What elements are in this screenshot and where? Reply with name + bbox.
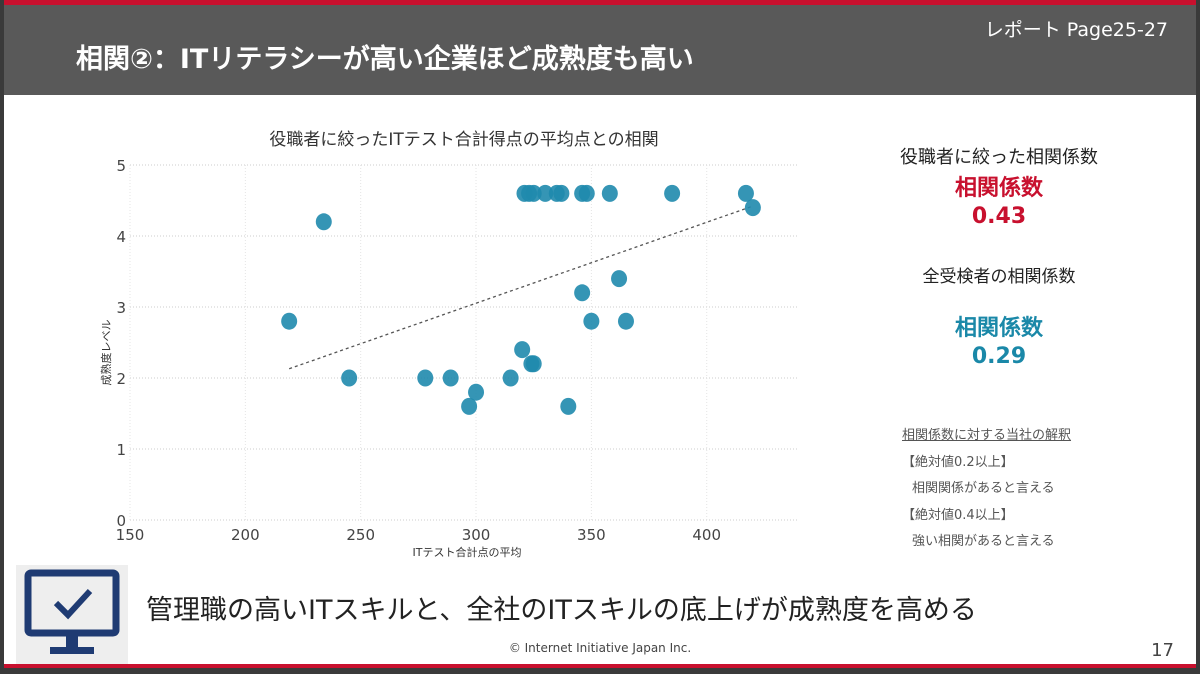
data-point [525,184,542,202]
header-bar: 相関②：ITリテラシーが高い企業ほど成熟度も高い レポート Page25-27 [4,5,1196,95]
x-tick-label: 150 [116,526,145,544]
data-point [514,341,531,359]
x-tick-label: 250 [346,526,375,544]
note-threshold: 【絶対値0.2以上】 [902,454,1014,470]
page-number: 17 [1151,640,1174,661]
note-text: 相関関係があると言える [912,481,1055,496]
x-tick-label: 400 [692,526,721,544]
data-point [560,397,577,415]
all-corr-heading: 全受検者の相関係数 [922,267,1076,287]
note-threshold: 【絶対値0.4以上】 [902,507,1014,523]
x-axis-label: ITテスト合計点の平均 [413,545,522,559]
scatter-chart: 0 1 2 3 4 5 150 200 250 300 350 400 ITテスト合計点の平均 成熟度レベ… [99,157,799,559]
y-tick-label: 3 [116,299,126,317]
copyright: © Internet Initiative Japan Inc. [508,641,692,655]
conclusion-banner: 管理職の高いITスキルと、全社のITスキルの底上げが成熟度を高める [146,595,977,626]
monitor-check-icon [16,565,128,665]
all-corr-value: 0.29 [971,344,1027,369]
all-corr-label: 相関係数 [954,316,1043,341]
data-point [417,369,434,387]
data-point [502,369,519,387]
data-point [737,184,754,202]
data-point [574,284,591,302]
data-point [744,199,761,217]
data-point [442,369,459,387]
data-point [617,312,634,330]
data-point [281,312,298,330]
page-title: 相関②：ITリテラシーが高い企業ほど成熟度も高い [76,44,694,75]
y-tick-label: 5 [116,157,126,175]
x-tick-label: 350 [577,526,606,544]
notes-heading: 相関係数に対する当社の解釈 [902,428,1072,443]
data-point [664,184,681,202]
y-tick-label: 4 [116,228,126,246]
x-tick-label: 300 [462,526,491,544]
exec-corr-heading: 役職者に絞った相関係数 [900,147,1098,168]
data-point [525,355,542,373]
data-point [553,184,570,202]
data-point [601,184,618,202]
chart-title: 役職者に絞ったITテスト合計得点の平均点との相関 [269,130,659,150]
exec-corr-block: 相関係数 0.43 [864,175,1134,231]
top-accent-line [4,0,1196,5]
bottom-accent-line [4,664,1196,668]
y-tick-label: 2 [116,370,126,388]
data-point [341,369,358,387]
note-text: 強い相関があると言える [912,534,1055,549]
data-point [578,184,595,202]
x-tick-label: 200 [231,526,260,544]
y-tick-label: 1 [116,441,126,459]
data-point [461,397,478,415]
data-point [611,270,628,288]
data-point [468,383,485,401]
interpretation-notes: 相関係数に対する当社の解釈 【絶対値0.2以上】 相関関係があると言える 【絶対… [902,423,1071,556]
y-tick-label: 0 [116,512,126,530]
exec-corr-value: 0.43 [971,204,1027,229]
report-reference: レポート Page25-27 [984,19,1168,41]
data-point [315,213,332,231]
y-axis-label: 成熟度レベル [99,320,113,386]
data-point [583,312,600,330]
data-point [537,184,554,202]
exec-corr-label: 相関係数 [954,176,1043,201]
slide: 相関②：ITリテラシーが高い企業ほど成熟度も高い レポート Page25-27 … [4,0,1196,668]
all-corr-block: 相関係数 0.29 [864,315,1134,371]
